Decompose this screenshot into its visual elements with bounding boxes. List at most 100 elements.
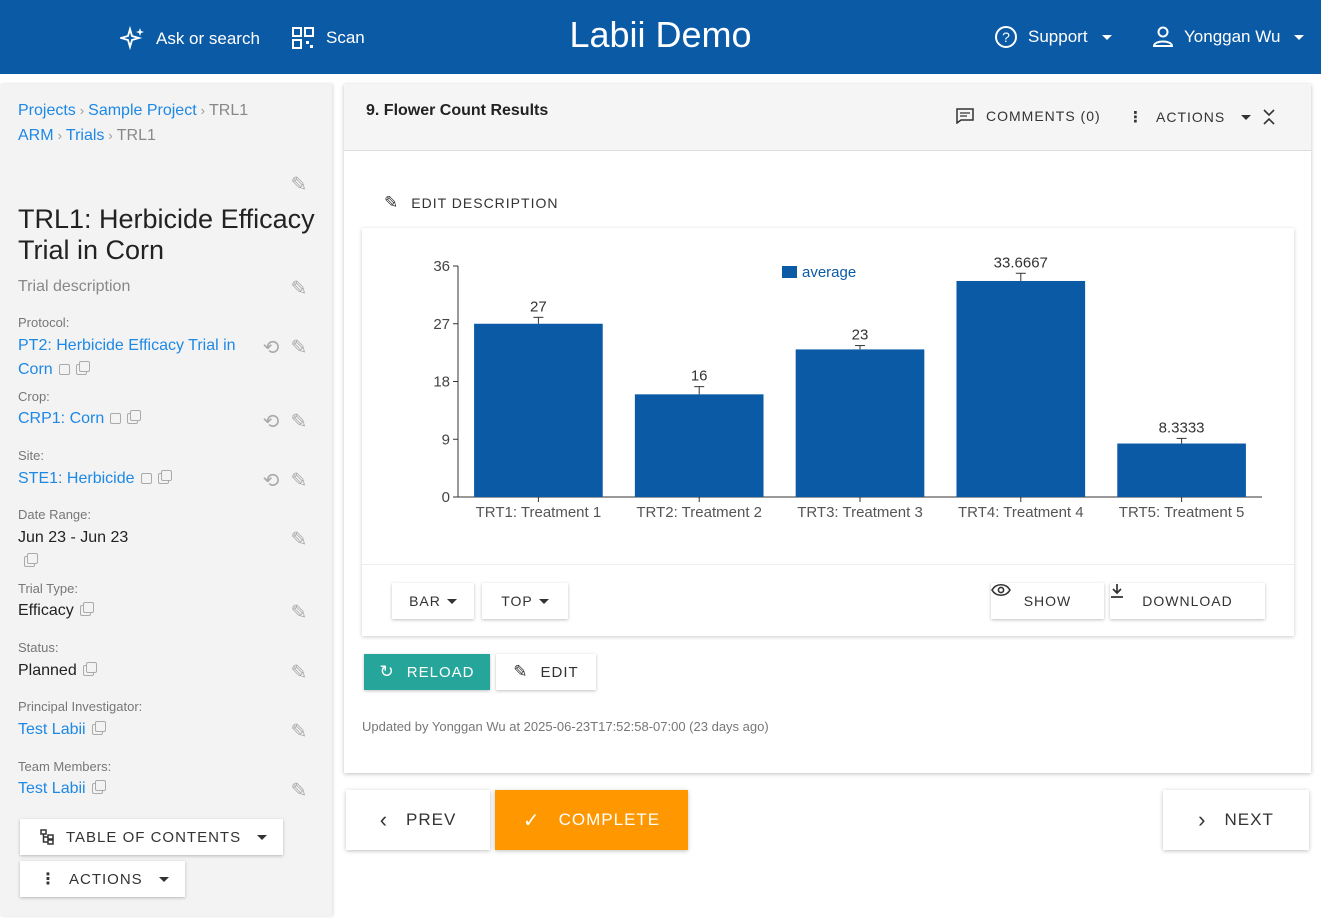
sync-icon[interactable]: ⟲ xyxy=(262,470,280,492)
breadcrumb-trials[interactable]: Trials xyxy=(65,127,105,144)
copy-icon[interactable] xyxy=(24,553,38,568)
complete-button[interactable]: ✓ COMPLETE xyxy=(495,790,688,850)
status-value: Planned xyxy=(18,659,97,683)
breadcrumb-sample-project[interactable]: Sample Project xyxy=(88,102,197,119)
user-name: Yonggan Wu xyxy=(1184,27,1281,46)
breadcrumb-projects[interactable]: Projects xyxy=(18,102,76,119)
chevron-down-icon xyxy=(1101,34,1112,40)
trial-type-text: Efficacy xyxy=(18,602,74,619)
legend-swatch xyxy=(782,266,797,278)
pi-value[interactable]: Test Labii xyxy=(18,718,106,742)
sidebar-actions-button[interactable]: ⋮ ACTIONS xyxy=(20,861,185,897)
download-label: DOWNLOAD xyxy=(1142,593,1233,609)
reload-button[interactable]: ↻ RELOAD xyxy=(364,654,490,690)
site-link[interactable]: STE1: Herbicide xyxy=(18,467,172,491)
x-tick-label: TRT1: Treatment 1 xyxy=(476,504,602,521)
status-text: Planned xyxy=(18,662,77,679)
edit-title-icon[interactable]: ✎ xyxy=(290,174,308,196)
support-label: Support xyxy=(1028,27,1088,46)
chart-type-button[interactable]: BAR xyxy=(392,583,474,619)
legend-position-button[interactable]: TOP xyxy=(482,583,568,619)
copy-icon[interactable] xyxy=(75,361,90,376)
edit-description-icon[interactable]: ✎ xyxy=(290,278,308,300)
copy-icon[interactable] xyxy=(82,662,97,677)
copy-icon[interactable] xyxy=(127,410,142,425)
edit-protocol-icon[interactable]: ✎ xyxy=(290,337,308,359)
menu-icon[interactable] xyxy=(38,27,62,47)
copy-icon[interactable] xyxy=(157,470,172,485)
y-tick-label: 27 xyxy=(433,316,450,333)
x-tick-label: TRT4: Treatment 4 xyxy=(958,504,1084,521)
breadcrumb-arm[interactable]: ARM xyxy=(18,127,54,144)
y-tick-label: 0 xyxy=(442,489,450,506)
scan-button[interactable]: Scan xyxy=(290,25,365,51)
ask-label: Ask or search xyxy=(156,29,260,48)
data-label: 33.6667 xyxy=(994,254,1048,271)
support-menu[interactable]: ? Support xyxy=(994,25,1112,49)
ask-or-search-button[interactable]: Ask or search xyxy=(120,26,260,52)
trial-type-label: Trial Type: xyxy=(18,581,78,596)
crop-link[interactable]: CRP1: Corn xyxy=(18,407,142,431)
show-button[interactable]: SHOW xyxy=(991,583,1104,619)
edit-status-icon[interactable]: ✎ xyxy=(290,662,308,684)
table-of-contents-button[interactable]: TABLE OF CONTENTS xyxy=(20,819,284,855)
edit-crop-icon[interactable]: ✎ xyxy=(290,411,308,433)
edit-button[interactable]: ✎ EDIT xyxy=(496,654,596,690)
open-external-icon[interactable] xyxy=(140,473,152,485)
prev-button[interactable]: ‹ PREV xyxy=(346,790,490,850)
sync-icon[interactable]: ⟲ xyxy=(262,411,280,433)
crop-value: CRP1: Corn xyxy=(18,410,105,427)
reload-label: RELOAD xyxy=(406,663,475,681)
sync-icon[interactable]: ⟲ xyxy=(262,337,280,359)
team-value[interactable]: Test Labii xyxy=(18,777,106,801)
protocol-line1: PT2: Herbicide Efficacy Trial in xyxy=(18,337,236,354)
chart-type-label: BAR xyxy=(409,593,441,609)
top-bar: Ask or search Scan Labii Demo ? Support … xyxy=(0,0,1321,74)
show-label: SHOW xyxy=(1023,593,1072,609)
open-external-icon[interactable] xyxy=(58,364,70,376)
panel-header: 9. Flower Count Results COMMENTS (0) ⋮ A… xyxy=(344,84,1311,151)
copy-icon[interactable] xyxy=(91,721,106,736)
open-external-icon[interactable] xyxy=(110,413,122,425)
section-panel: 9. Flower Count Results COMMENTS (0) ⋮ A… xyxy=(344,84,1311,773)
prev-label: PREV xyxy=(406,810,457,829)
breadcrumb-current: TRL1 xyxy=(116,127,156,144)
crop-label: Crop: xyxy=(18,389,50,404)
help-icon: ? xyxy=(995,26,1017,48)
actions-label: ACTIONS xyxy=(69,870,143,888)
team-text: Test Labii xyxy=(18,780,86,797)
data-label: 23 xyxy=(852,327,869,344)
collapse-button[interactable] xyxy=(1262,108,1276,126)
bar-chart: 0 9 18 27 36 27 TRT1: Treatment 1 16 TRT2: Treat… xyxy=(433,254,1262,521)
edit-trial-type-icon[interactable]: ✎ xyxy=(290,602,308,624)
date-range-text: Jun 23 - Jun 23 xyxy=(18,529,129,546)
edit-team-icon[interactable]: ✎ xyxy=(290,780,308,802)
x-tick-label: TRT3: Treatment 3 xyxy=(797,504,923,521)
legend-label: average xyxy=(802,264,856,281)
y-tick-label: 36 xyxy=(433,258,450,275)
qr-scan-icon xyxy=(292,27,314,49)
team-label: Team Members: xyxy=(18,759,112,774)
panel-actions-button[interactable]: ⋮ ACTIONS xyxy=(1128,108,1252,126)
comments-button[interactable]: COMMENTS (0) xyxy=(956,108,1101,124)
edit-description-button[interactable]: ✎ EDIT DESCRIPTION xyxy=(384,193,558,213)
chevron-down-icon xyxy=(257,834,268,840)
trial-description[interactable]: Trial description xyxy=(18,278,131,295)
protocol-link[interactable]: PT2: Herbicide Efficacy Trial in Corn xyxy=(18,334,236,382)
edit-date-icon[interactable]: ✎ xyxy=(290,529,308,551)
edit-pi-icon[interactable]: ✎ xyxy=(290,721,308,743)
legend-position-label: TOP xyxy=(501,593,533,609)
user-menu[interactable]: Yonggan Wu xyxy=(1152,25,1305,49)
copy-icon[interactable] xyxy=(91,780,106,795)
edit-site-icon[interactable]: ✎ xyxy=(290,470,308,492)
download-button[interactable]: DOWNLOAD xyxy=(1110,583,1265,619)
bar xyxy=(474,323,603,497)
copy-icon[interactable] xyxy=(79,602,94,617)
tree-icon xyxy=(40,829,54,845)
bar xyxy=(956,280,1086,497)
pencil-icon: ✎ xyxy=(513,662,529,681)
check-icon: ✓ xyxy=(522,809,541,832)
next-button[interactable]: › NEXT xyxy=(1163,790,1309,850)
updated-info: Updated by Yonggan Wu at 2025-06-23T17:5… xyxy=(362,719,769,734)
breadcrumb-secondary: ARM › Trials › TRL1 xyxy=(18,127,156,144)
